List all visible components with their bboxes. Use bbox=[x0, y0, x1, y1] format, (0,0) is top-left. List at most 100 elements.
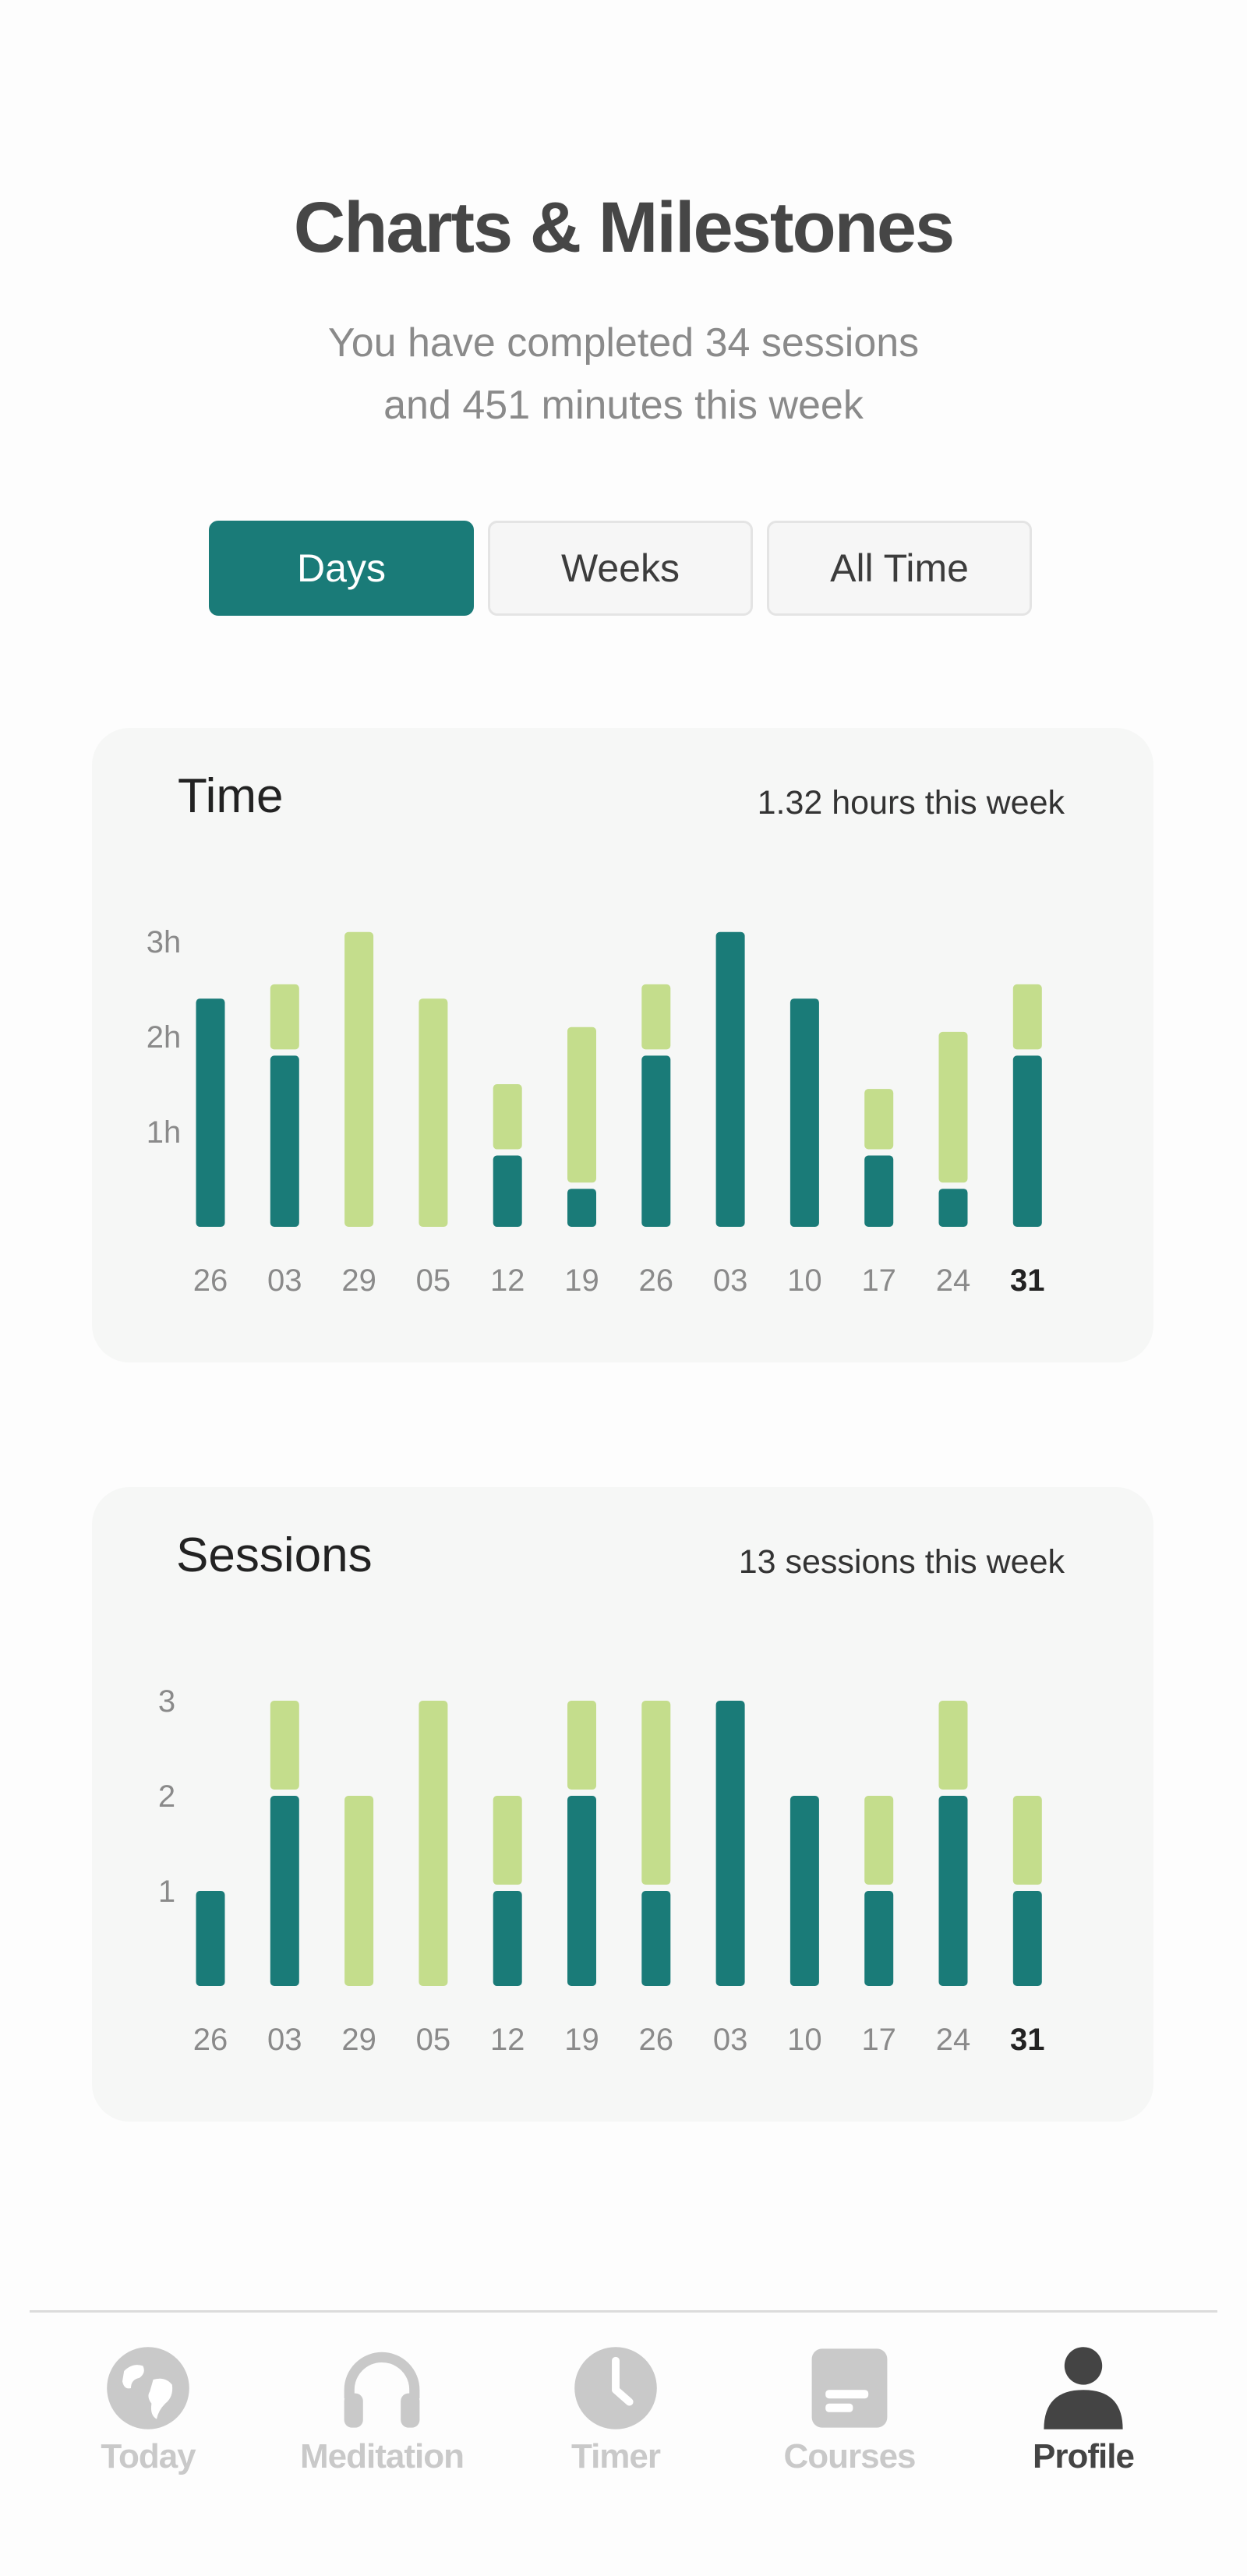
sessions-x-tick-0: 26 bbox=[193, 2023, 228, 2057]
time-bar-5-series-1 bbox=[567, 1027, 596, 1183]
sessions-x-tick-4: 12 bbox=[490, 2023, 525, 2057]
sessions-bar-10-series-1 bbox=[938, 1701, 968, 1790]
time-x-tick-9: 17 bbox=[861, 1263, 896, 1298]
nav-item-meditation[interactable]: Meditation bbox=[265, 2345, 499, 2476]
time-x-tick-4: 12 bbox=[490, 1263, 525, 1298]
sessions-bar-5-series-0 bbox=[567, 1796, 596, 1986]
time-chart: 1h 2h 3h 26 03 29 05 12 19 26 03 10 17 24 31 bbox=[147, 925, 1045, 1298]
sessions-y-tick-3: 3 bbox=[158, 1684, 175, 1719]
nav-label-timer: Timer bbox=[571, 2437, 661, 2475]
nav-item-today[interactable]: Today bbox=[31, 2345, 265, 2476]
time-x-tick-3: 05 bbox=[416, 1263, 451, 1298]
time-bar-9-series-1 bbox=[864, 1089, 894, 1150]
sessions-bar-4-series-0 bbox=[493, 1891, 522, 1986]
sessions-chart-title: Sessions bbox=[176, 1528, 373, 1582]
sessions-x-tick-7: 03 bbox=[713, 2023, 748, 2057]
time-bar-9-series-0 bbox=[864, 1155, 894, 1227]
nav-label-courses: Courses bbox=[783, 2437, 916, 2475]
sessions-x-tick-8: 10 bbox=[787, 2023, 822, 2057]
sessions-y-tick-1: 1 bbox=[158, 1875, 175, 1909]
globe-icon bbox=[107, 2347, 189, 2429]
time-y-tick-3h: 3h bbox=[147, 925, 182, 959]
time-bar-4-series-0 bbox=[493, 1155, 522, 1227]
time-x-tick-1: 03 bbox=[267, 1263, 302, 1298]
person-icon bbox=[1044, 2347, 1123, 2429]
sessions-bar-11-series-1 bbox=[1012, 1796, 1042, 1885]
sessions-x-tick-9: 17 bbox=[861, 2023, 896, 2057]
sessions-x-tick-5: 19 bbox=[564, 2023, 599, 2057]
nav-label-profile: Profile bbox=[1033, 2437, 1135, 2475]
clock-icon bbox=[574, 2347, 657, 2429]
nav-label-today: Today bbox=[101, 2437, 196, 2475]
time-bar-11-series-1 bbox=[1012, 984, 1042, 1050]
sessions-bar-4-series-1 bbox=[493, 1796, 522, 1885]
time-x-tick-0: 26 bbox=[193, 1263, 228, 1298]
sessions-x-tick-11: 31 bbox=[1010, 2023, 1045, 2057]
time-chart-summary: 1.32 hours this week bbox=[757, 784, 1065, 822]
sessions-bar-5-series-1 bbox=[567, 1701, 596, 1790]
time-bar-4-series-1 bbox=[493, 1084, 522, 1150]
sessions-bar-9-series-1 bbox=[864, 1796, 894, 1885]
time-bar-2-series-1 bbox=[344, 931, 374, 1227]
sessions-bar-8-series-0 bbox=[790, 1796, 819, 1986]
tab-weeks[interactable]: Weeks bbox=[488, 521, 753, 616]
time-bar-7-series-0 bbox=[715, 931, 745, 1227]
sessions-bar-3-series-1 bbox=[419, 1701, 448, 1986]
time-bar-3-series-1 bbox=[419, 998, 448, 1227]
time-bar-5-series-0 bbox=[567, 1189, 596, 1227]
time-x-tick-8: 10 bbox=[787, 1263, 822, 1298]
time-bar-10-series-0 bbox=[938, 1189, 968, 1227]
time-x-tick-10: 24 bbox=[936, 1263, 971, 1298]
page-title: Charts & Milestones bbox=[293, 188, 955, 267]
sessions-x-tick-3: 05 bbox=[416, 2023, 451, 2057]
time-x-tick-5: 19 bbox=[564, 1263, 599, 1298]
sessions-x-tick-10: 24 bbox=[936, 2023, 971, 2057]
time-bar-8-series-0 bbox=[790, 998, 819, 1227]
tab-days[interactable]: Days bbox=[209, 521, 474, 616]
time-y-tick-1h: 1h bbox=[147, 1115, 182, 1150]
time-bar-6-series-1 bbox=[641, 984, 671, 1050]
sessions-bar-6-series-0 bbox=[641, 1891, 671, 1986]
time-chart-card: Time 1.32 hours this week 1h 2h 3h 26 03 29 05… bbox=[92, 728, 1153, 1362]
sessions-bar-1-series-1 bbox=[270, 1701, 299, 1790]
time-bar-6-series-0 bbox=[641, 1055, 671, 1227]
sessions-bar-9-series-0 bbox=[864, 1891, 894, 1986]
nav-item-courses[interactable]: Courses bbox=[733, 2345, 966, 2476]
time-y-tick-2h: 2h bbox=[147, 1020, 182, 1055]
sessions-bar-6-series-1 bbox=[641, 1701, 671, 1885]
book-icon bbox=[811, 2348, 888, 2428]
time-bar-0-series-0 bbox=[196, 998, 225, 1227]
sessions-chart-summary: 13 sessions this week bbox=[738, 1543, 1065, 1581]
sessions-x-tick-6: 26 bbox=[639, 2023, 674, 2057]
nav-label-meditation: Meditation bbox=[300, 2437, 465, 2475]
time-chart-title: Time bbox=[178, 769, 284, 823]
time-x-tick-6: 26 bbox=[639, 1263, 674, 1298]
subtitle-line-minutes: and 451 minutes this week bbox=[383, 383, 864, 428]
time-x-tick-7: 03 bbox=[713, 1263, 748, 1298]
sessions-bar-10-series-0 bbox=[938, 1796, 968, 1986]
sessions-x-tick-1: 03 bbox=[267, 2023, 302, 2057]
nav-divider bbox=[30, 2310, 1217, 2313]
time-bar-1-series-1 bbox=[270, 984, 299, 1050]
sessions-bar-1-series-0 bbox=[270, 1796, 299, 1986]
sessions-chart-card: Sessions 13 sessions this week 1 2 3 26 03 29… bbox=[92, 1487, 1153, 2122]
time-bar-1-series-0 bbox=[270, 1055, 299, 1227]
subtitle-line-sessions: You have completed 34 sessions bbox=[327, 320, 920, 366]
sessions-y-tick-2: 2 bbox=[158, 1779, 175, 1814]
sessions-bar-11-series-0 bbox=[1012, 1891, 1042, 1986]
page-subtitle: You have completed 34 sessions and 451 m… bbox=[0, 312, 1247, 436]
sessions-x-tick-2: 29 bbox=[341, 2023, 376, 2057]
nav-item-timer[interactable]: Timer bbox=[499, 2345, 733, 2476]
sessions-bar-2-series-1 bbox=[344, 1796, 374, 1986]
time-x-tick-11: 31 bbox=[1010, 1263, 1045, 1298]
time-x-tick-2: 29 bbox=[341, 1263, 376, 1298]
nav-item-profile[interactable]: Profile bbox=[966, 2345, 1200, 2476]
tab-all-time[interactable]: All Time bbox=[767, 521, 1032, 616]
time-bar-10-series-1 bbox=[938, 1031, 968, 1183]
sessions-bar-7-series-0 bbox=[715, 1701, 745, 1986]
bottom-nav: Today Meditation Timer Courses Profile bbox=[0, 2313, 1247, 2576]
headphones-icon bbox=[344, 2352, 420, 2428]
sessions-bar-0-series-0 bbox=[196, 1891, 225, 1986]
time-bar-11-series-0 bbox=[1012, 1055, 1042, 1227]
